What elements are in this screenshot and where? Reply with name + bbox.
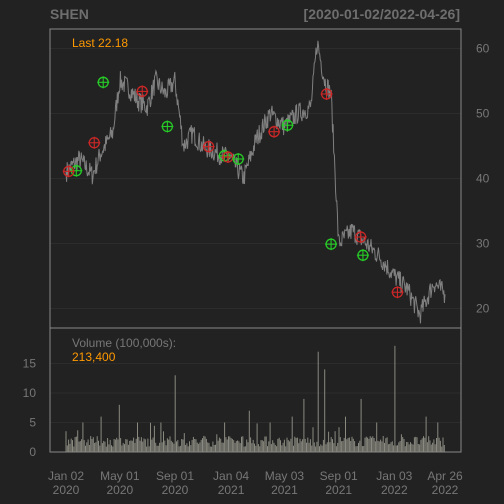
x-tick-label: Apr 26 bbox=[427, 469, 463, 483]
x-tick-label: May 03 bbox=[265, 469, 305, 483]
last-price-label: Last 22.18 bbox=[72, 36, 128, 50]
buy-signal-marker bbox=[70, 164, 83, 177]
volume-tick-label: 15 bbox=[23, 357, 37, 371]
x-tick-year: 2021 bbox=[325, 483, 352, 497]
price-tick-label: 60 bbox=[476, 42, 490, 56]
volume-label: Volume (100,000s): bbox=[72, 336, 176, 350]
price-series-line bbox=[65, 40, 446, 324]
x-tick-year: 2021 bbox=[271, 483, 298, 497]
volume-tick-label: 0 bbox=[29, 445, 36, 459]
sell-signal-marker bbox=[320, 88, 333, 100]
volume-y-axis: 0 5 10 15 bbox=[23, 357, 37, 460]
buy-signal-marker bbox=[232, 153, 245, 165]
x-tick-label: Sep 01 bbox=[156, 469, 194, 483]
x-tick-label: Jan 03 bbox=[376, 469, 412, 483]
sell-signal-marker bbox=[136, 85, 149, 98]
buy-signal-marker bbox=[325, 238, 338, 251]
buy-signal-marker bbox=[356, 249, 369, 262]
x-tick-label: Jan 02 bbox=[48, 469, 84, 483]
sell-signal-marker bbox=[62, 165, 75, 178]
price-y-axis: 20 30 40 50 60 bbox=[476, 42, 490, 316]
price-tick-label: 30 bbox=[476, 237, 490, 251]
price-tick-label: 20 bbox=[476, 302, 490, 316]
price-tick-label: 40 bbox=[476, 172, 490, 186]
volume-tick-label: 5 bbox=[29, 416, 36, 430]
trade-signals bbox=[62, 76, 404, 299]
volume-bars bbox=[65, 345, 445, 452]
sell-signal-marker bbox=[202, 140, 215, 153]
x-tick-year: 2021 bbox=[218, 483, 245, 497]
date-range: [2020-01-02/2022-04-26] bbox=[304, 6, 460, 22]
sell-signal-marker bbox=[391, 286, 404, 299]
buy-signal-marker bbox=[281, 119, 294, 132]
volume-grid bbox=[50, 363, 461, 453]
chart-title: SHEN bbox=[50, 6, 89, 22]
price-tick-label: 50 bbox=[476, 107, 490, 121]
sell-signal-marker bbox=[221, 151, 234, 164]
volume-tick-label: 10 bbox=[23, 386, 37, 400]
sell-signal-marker bbox=[354, 231, 367, 243]
x-tick-year: 2022 bbox=[381, 483, 408, 497]
x-tick-label: Jan 04 bbox=[213, 469, 249, 483]
x-tick-year: 2020 bbox=[106, 483, 133, 497]
sell-signal-marker bbox=[268, 125, 281, 138]
x-tick-year: 2020 bbox=[53, 483, 80, 497]
x-tick-year: 2020 bbox=[162, 483, 189, 497]
volume-last-value: 213,400 bbox=[72, 350, 116, 364]
x-tick-label: Sep 01 bbox=[320, 469, 358, 483]
buy-signal-marker bbox=[161, 120, 174, 133]
x-tick-year: 2022 bbox=[432, 483, 459, 497]
sell-signal-marker bbox=[88, 136, 101, 149]
price-grid bbox=[50, 48, 461, 309]
buy-signal-marker bbox=[97, 76, 110, 89]
x-tick-label: May 01 bbox=[100, 469, 140, 483]
